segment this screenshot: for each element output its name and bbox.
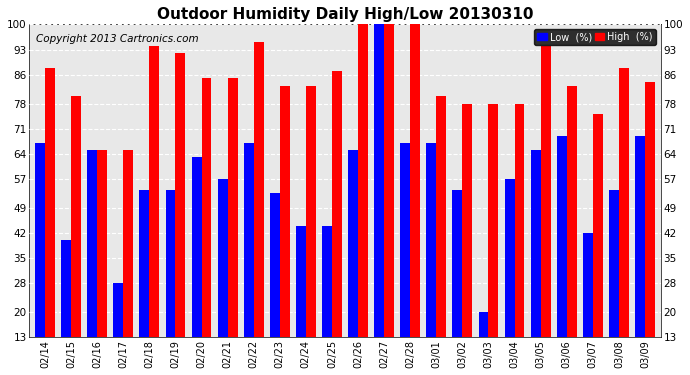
- Bar: [113, 283, 124, 337]
- Bar: [244, 143, 254, 337]
- Bar: [384, 24, 394, 337]
- Bar: [426, 143, 436, 337]
- Bar: [479, 312, 489, 337]
- Bar: [489, 104, 498, 337]
- Bar: [192, 158, 201, 337]
- Bar: [609, 190, 619, 337]
- Bar: [97, 150, 107, 337]
- Bar: [541, 46, 551, 337]
- Bar: [504, 179, 515, 337]
- Bar: [228, 78, 237, 337]
- Bar: [462, 104, 472, 337]
- Bar: [124, 150, 133, 337]
- Bar: [566, 86, 577, 337]
- Text: Copyright 2013 Cartronics.com: Copyright 2013 Cartronics.com: [36, 34, 198, 44]
- Bar: [71, 96, 81, 337]
- Bar: [453, 190, 462, 337]
- Bar: [139, 190, 149, 337]
- Bar: [348, 150, 358, 337]
- Bar: [645, 82, 655, 337]
- Bar: [635, 136, 645, 337]
- Title: Outdoor Humidity Daily High/Low 20130310: Outdoor Humidity Daily High/Low 20130310: [157, 7, 533, 22]
- Bar: [322, 226, 332, 337]
- Bar: [35, 143, 45, 337]
- Bar: [436, 96, 446, 337]
- Bar: [166, 190, 175, 337]
- Bar: [557, 136, 566, 337]
- Bar: [254, 42, 264, 337]
- Bar: [358, 24, 368, 337]
- Bar: [279, 86, 290, 337]
- Bar: [218, 179, 228, 337]
- Bar: [175, 53, 186, 337]
- Bar: [583, 233, 593, 337]
- Bar: [332, 71, 342, 337]
- Bar: [270, 194, 279, 337]
- Bar: [400, 143, 411, 337]
- Bar: [45, 68, 55, 337]
- Bar: [201, 78, 211, 337]
- Bar: [374, 24, 384, 337]
- Bar: [593, 114, 603, 337]
- Bar: [61, 240, 71, 337]
- Bar: [515, 104, 524, 337]
- Bar: [306, 86, 316, 337]
- Bar: [149, 46, 159, 337]
- Bar: [296, 226, 306, 337]
- Bar: [619, 68, 629, 337]
- Bar: [411, 24, 420, 337]
- Bar: [87, 150, 97, 337]
- Legend: Low  (%), High  (%): Low (%), High (%): [534, 29, 656, 45]
- Bar: [531, 150, 541, 337]
